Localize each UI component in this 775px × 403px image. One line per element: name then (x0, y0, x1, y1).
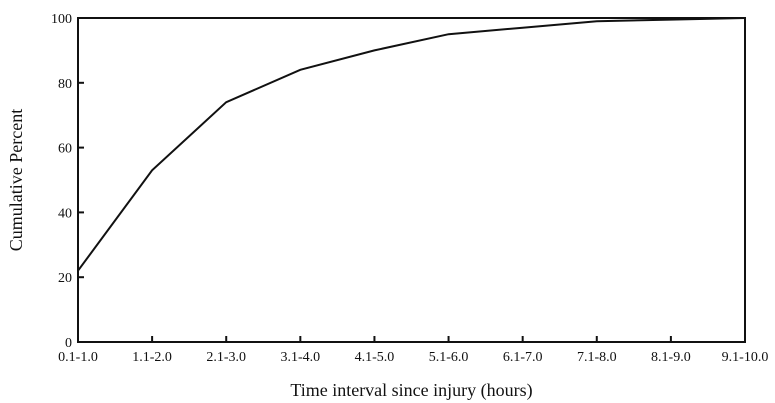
x-tick-label: 0.1-1.0 (58, 350, 98, 365)
y-tick-label: 60 (58, 142, 72, 157)
x-tick-label: 6.1-7.0 (503, 350, 543, 365)
y-axis-ticks: 0 20 40 60 80 100 (51, 12, 84, 351)
y-tick-label: 40 (58, 206, 72, 221)
y-tick-label: 20 (58, 271, 72, 286)
x-tick-label: 5.1-6.0 (429, 350, 469, 365)
plot-frame (77, 17, 746, 343)
x-tick-label: 3.1-4.0 (280, 350, 320, 365)
y-tick-label: 80 (58, 77, 72, 92)
x-axis-label: Time interval since injury (hours) (290, 380, 532, 401)
y-tick-label: 100 (51, 12, 72, 27)
x-tick-label: 4.1-5.0 (355, 350, 395, 365)
y-tick-label: 0 (65, 336, 72, 351)
x-tick-label: 8.1-9.0 (651, 350, 691, 365)
x-tick-label: 2.1-3.0 (206, 350, 246, 365)
series-line (77, 17, 746, 272)
y-axis-label: Cumulative Percent (6, 109, 26, 251)
x-tick-label: 1.1-2.0 (132, 350, 172, 365)
x-tick-label: 7.1-8.0 (577, 350, 617, 365)
x-axis-ticks: 0.1-1.0 1.1-2.0 2.1-3.0 3.1-4.0 4.1-5.0 5.1-6… (58, 336, 768, 365)
x-tick-label: 9.1-10.0 (722, 350, 769, 365)
